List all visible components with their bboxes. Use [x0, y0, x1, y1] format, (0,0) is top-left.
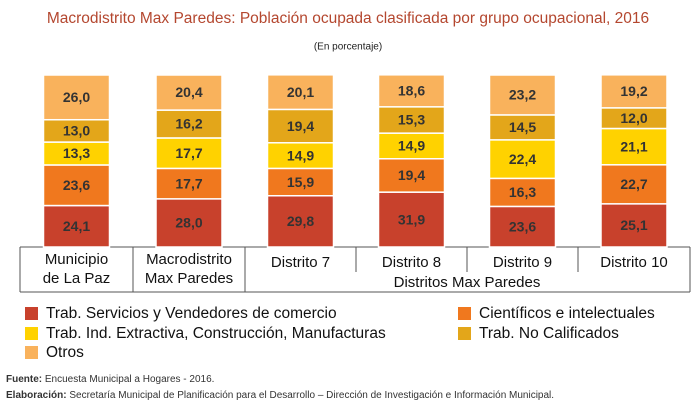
bar-segment: [42, 74, 111, 121]
legend-label: Trab. No Calificados: [479, 325, 619, 342]
data-label: 16,2: [175, 116, 202, 132]
credit-text: Secretaría Municipal de Planificación pa…: [69, 390, 555, 400]
bar-segment: [377, 74, 446, 108]
data-label: 26,0: [63, 89, 90, 105]
legend-swatch: [458, 327, 471, 340]
data-label: 13,0: [63, 123, 90, 139]
data-label: 24,1: [63, 218, 90, 234]
category-table: [19, 246, 691, 293]
data-label: 19,4: [398, 167, 425, 183]
legend-label: Trab. Servicios y Vendedores de comercio: [46, 305, 337, 322]
data-label: 12,0: [620, 110, 647, 126]
bar-segment: [155, 167, 223, 200]
bar-segment: [155, 137, 223, 170]
source-note: Fuente: Encuesta Municipal a Hogares - 2…: [6, 374, 214, 385]
data-label: 17,7: [175, 145, 202, 161]
bar-segment: [266, 142, 335, 170]
legend-label: Trab. Ind. Extractiva, Construcción, Man…: [46, 325, 386, 342]
bar-segment: [266, 167, 335, 197]
data-label: 25,1: [620, 217, 647, 233]
data-label: 18,6: [398, 83, 425, 99]
legend-swatch: [25, 346, 38, 359]
data-label: 31,9: [398, 211, 425, 227]
group-label: Distritos Max Paredes: [394, 274, 541, 291]
bar-segment: [266, 74, 335, 111]
data-label: 19,4: [287, 118, 314, 134]
bar-segment: [488, 205, 557, 248]
legend-swatch: [458, 307, 471, 320]
credit-note: Elaboración: Secretaría Municipal de Pla…: [6, 390, 554, 400]
bar-segment: [42, 164, 111, 207]
bar-segment: [377, 132, 446, 160]
legend-swatch: [25, 327, 38, 340]
data-label: 20,1: [287, 84, 314, 100]
chart-title: Macrodistrito Max Paredes: Población ocu…: [47, 10, 649, 27]
bar-segment: [155, 198, 223, 248]
data-label: 21,1: [620, 138, 647, 154]
data-label: 13,3: [63, 145, 90, 161]
data-label: 14,9: [287, 147, 314, 163]
bar-segment: [488, 114, 557, 141]
data-label: 23,2: [509, 87, 536, 103]
data-label: 28,0: [175, 215, 202, 231]
data-label: 16,3: [509, 184, 536, 200]
source-label: Fuente:: [6, 374, 43, 385]
bar-segment: [600, 203, 668, 248]
data-label: 15,9: [287, 174, 314, 190]
credit-label: Elaboración:: [6, 390, 67, 400]
legend-swatch: [25, 307, 38, 320]
x-tick-label: Distrito 9: [492, 254, 553, 271]
legend-label: Científicos e intelectuales: [479, 305, 655, 322]
data-label: 29,8: [287, 213, 314, 229]
source-text: Encuesta Municipal a Hogares - 2016.: [44, 374, 215, 385]
data-label: 14,9: [398, 138, 425, 154]
data-label: 17,7: [175, 175, 202, 191]
bar-segment: [600, 164, 668, 205]
data-label: 19,2: [620, 83, 647, 99]
bar-segment: [488, 74, 557, 116]
data-label: 22,7: [620, 176, 647, 192]
x-tick-label: Macrodistrito Max Paredes: [144, 251, 234, 287]
x-tick-label: Municipio de La Paz: [42, 251, 111, 287]
legend-label: Otros: [46, 344, 84, 361]
data-label: 15,3: [398, 112, 425, 128]
bar-segment: [488, 177, 557, 208]
x-tick-label: Distrito 7: [270, 254, 331, 271]
bar-segment: [377, 191, 446, 248]
data-label: 14,5: [509, 119, 536, 135]
bar-segment: [155, 74, 223, 111]
data-label: 22,4: [509, 151, 536, 167]
data-label: 20,4: [175, 84, 202, 100]
data-label: 23,6: [63, 177, 90, 193]
bar-segment: [377, 158, 446, 193]
bar-segment: [600, 127, 668, 166]
x-tick-label: Distrito 10: [600, 254, 668, 271]
bar-segment: [600, 74, 668, 109]
chart-subtitle: (En porcentaje): [314, 42, 382, 53]
bar-segment: [266, 108, 335, 144]
x-tick-label: Distrito 8: [381, 254, 442, 271]
data-label: 23,6: [509, 218, 536, 234]
bar-segment: [488, 139, 557, 180]
